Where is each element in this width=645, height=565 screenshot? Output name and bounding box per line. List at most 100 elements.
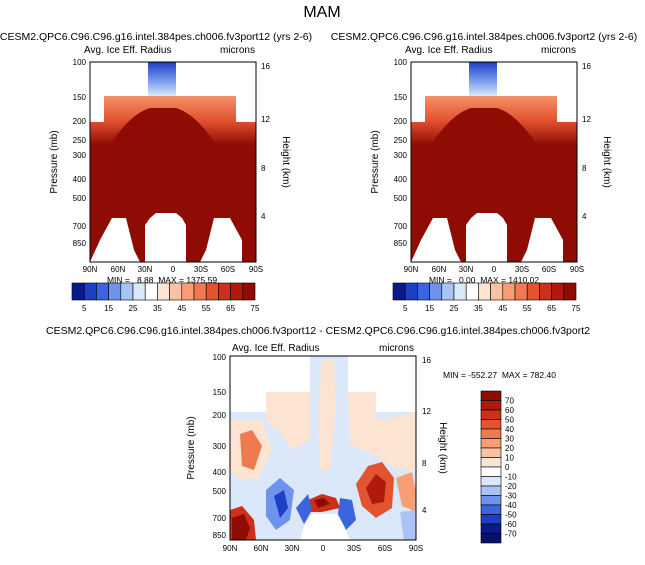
panel-1-ylabel-right: Height (km) [280,136,291,188]
panel-3-field-light-red-upper [266,392,416,470]
colorbar-swatch [480,523,502,534]
panel-2-field-surface-gap [466,213,507,262]
panel-2-colorbar: 5 15 25 35 45 55 65 75 [392,282,581,313]
panel-2-ylabel-right: Height (km) [601,136,612,188]
panel-3-ytick-right-12: 12 [422,407,431,416]
panel-1-cbar-label-65: 65 [226,304,235,313]
colorbar-swatch [480,428,502,439]
panel-1-ytick-200: 200 [73,117,87,126]
panel-3-stats: MIN = -552.27 MAX = 782.40 [443,370,556,380]
panel-3-y-ticks: 100 150 200 300 400 500 700 850 [213,353,227,540]
colorbar-swatch [429,282,443,301]
colorbar-swatch [230,282,244,301]
panel-2-ytick-200: 200 [394,117,408,126]
colorbar-swatch [465,282,479,301]
panel-1-field-surface-gap [145,213,186,262]
colorbar-swatch [404,282,418,301]
colorbar-swatch [96,282,109,301]
panel-1-ytick-150: 150 [73,93,87,102]
panel-3-cbar-label-neg30: -30 [505,492,517,501]
panel-2-left-label: Avg. Ice Eff. Radius [405,45,492,56]
panel-1-field-top [148,62,176,96]
panel-1-frame [89,61,257,263]
panel-3-ytick-300: 300 [213,442,227,451]
panel-1-ytick-300: 300 [73,151,87,160]
panel-3-plot [229,355,417,541]
panel-3-ylabel: Pressure (mb) [186,416,197,479]
panel-3-cbar-label-70: 70 [505,397,514,406]
panel-2-xtick-30s: 30S [515,265,529,274]
colorbar-swatch [242,282,256,301]
panel-1-ytick-right-16: 16 [261,62,270,71]
panel-1-stats: MIN = 8.88 MAX = 1375.59 [107,275,217,285]
panel-1-cbar-label-55: 55 [202,304,211,313]
panel-1-ytick-right-12: 12 [261,115,270,124]
panel-3-field-red-south-pole [396,472,416,512]
panel-1-cbar-label-25: 25 [129,304,138,313]
panel-1-xtick-60s: 60S [221,265,235,274]
panel-3-cbar-label-neg60: -60 [505,520,517,529]
panel-2-ytick-300: 300 [394,151,408,160]
panel-2-cbar-label-35: 35 [474,304,483,313]
panel-3-ytick-200: 200 [213,411,227,420]
panel-3-field-red-south-core [366,474,386,504]
colorbar-swatch [480,504,502,515]
panel-1-cbar-label-5: 5 [82,304,87,313]
colorbar-swatch [108,282,122,301]
colorbar-swatch [480,514,502,525]
panel-2-xtick-30n: 30N [459,265,474,274]
panel-3-y-ticks-right: 16 12 8 4 [422,356,431,515]
panel-2-cbar-label-25: 25 [450,304,459,313]
colorbar-swatch [514,282,528,301]
panel-3-xtick-60s: 60S [378,544,392,553]
colorbar-swatch [132,282,146,301]
colorbar-swatch [169,282,183,301]
panel-1-colorbar: 5 15 25 35 45 55 65 75 [71,282,260,313]
panel-3-xtick-90s: 90S [409,544,423,553]
panel-3-cbar-label-60: 60 [505,406,514,415]
colorbar-swatch [480,390,502,401]
panel-3-cbar-label-50: 50 [505,416,514,425]
colorbar-swatch [480,447,502,458]
panel-2-y-ticks-right: 16 12 8 4 [582,62,591,221]
panel-3-frame [229,355,417,541]
panel-1: CESM2.QPC6.C96.C96.g16.intel.384pes.ch00… [0,31,312,313]
page-title: MAM [303,4,340,21]
panel-1-right-label: microns [220,45,255,56]
panel-3-xtick-0: 0 [321,544,326,553]
panel-2-ytick-500: 500 [394,194,408,203]
colorbar-swatch [480,409,502,420]
panel-1-field-main [90,106,256,262]
panel-3-cbar-label-0: 0 [505,463,510,472]
panel-3-field-blue-tropics [296,494,356,530]
panel-2-xtick-90s: 90S [570,265,584,274]
panel-3-ytick-right-16: 16 [422,356,431,365]
colorbar-swatch [83,282,97,301]
panel-3-field-red-left-north [240,430,262,470]
colorbar-swatch [478,282,491,301]
colorbar-swatch [563,282,577,301]
panel-3-cbar-label-20: 20 [505,444,514,453]
colorbar-swatch [526,282,540,301]
panel-3-ylabel-right: Height (km) [437,422,448,474]
panel-3-field-red-tropics-core [314,498,330,508]
panel-2-field-upper [411,62,577,145]
colorbar-swatch [480,476,502,487]
panel-3-ytick-right-8: 8 [422,459,427,468]
panel-1-y-ticks: 100 150 200 250 300 400 500 700 850 [73,58,87,248]
panel-3-xtick-90n: 90N [223,544,238,553]
panel-2-xtick-60s: 60S [542,265,556,274]
panel-2-ytick-150: 150 [394,93,408,102]
panel-2-y-ticks: 100 150 200 250 300 400 500 700 850 [394,58,408,248]
panel-1-ylabel: Pressure (mb) [49,130,60,193]
colorbar-swatch [480,419,502,430]
panel-1-y-ticks-right: 16 12 8 4 [261,62,270,221]
panel-3-x-ticks: 90N 60N 30N 0 30S 60S 90S [223,544,423,553]
panel-2-ylabel: Pressure (mb) [370,130,381,193]
panel-1-xtick-30s: 30S [194,265,208,274]
panel-3-field-blue-south-pole [400,510,416,540]
panel-3-xtick-30s: 30S [347,544,361,553]
panel-3-field-light-red-tropics [318,360,336,470]
panel-3: CESM2.QPC6.C96.C96.g16.intel.384pes.ch00… [46,325,590,553]
colorbar-swatch [480,457,502,468]
